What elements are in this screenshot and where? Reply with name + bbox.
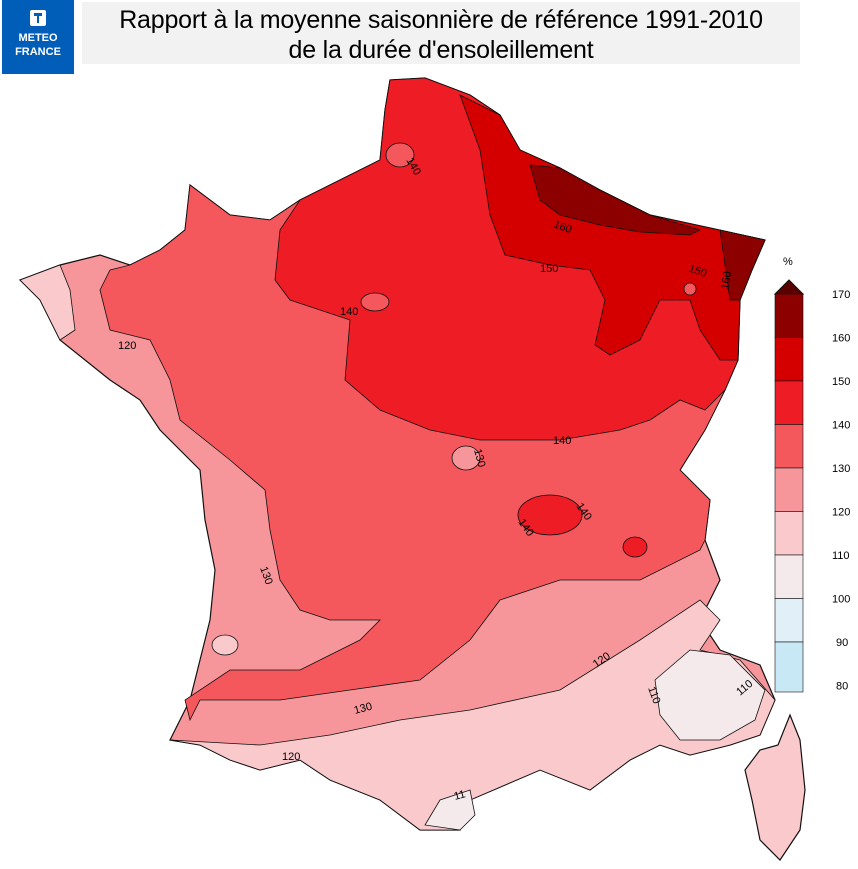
zone-110-120-brittany bbox=[19, 264, 76, 341]
contour-label-150: 150 bbox=[540, 263, 558, 275]
corsica bbox=[744, 713, 806, 861]
legend-band-80-90 bbox=[774, 641, 804, 693]
title-line-2: de la durée d'ensoleillement bbox=[288, 36, 594, 64]
contour-label-120-west: 120 bbox=[118, 340, 136, 352]
contour-label-140-center: 140 bbox=[553, 435, 571, 447]
meteo-france-logo: METEO FRANCE bbox=[2, 0, 74, 74]
zone-110-120-south bbox=[169, 599, 776, 831]
zone-100-110-se bbox=[654, 649, 766, 741]
zone-150-160-blob-east bbox=[683, 282, 697, 296]
legend-tick-110: 110 bbox=[832, 550, 850, 562]
legend-tick-120: 120 bbox=[832, 507, 850, 519]
zone-110-120-blob-sw bbox=[211, 634, 239, 656]
zone-140-150-blob-east bbox=[622, 536, 648, 558]
contour-label-11-south: 11 bbox=[453, 788, 467, 803]
title-line-1: Rapport à la moyenne saisonnière de réfé… bbox=[119, 6, 763, 34]
legend-tick-170: 170 bbox=[832, 289, 850, 301]
contour-label-160-east: 160 bbox=[719, 270, 734, 290]
legend-tick-150: 150 bbox=[832, 376, 850, 388]
legend-band-140-150 bbox=[774, 380, 804, 425]
legend-band-90-100 bbox=[774, 598, 804, 643]
legend-tick-90: 90 bbox=[836, 637, 848, 649]
color-legend: % 170 160 150 140 130 120 110 100 90 80 bbox=[773, 256, 850, 693]
legend-band-100-110 bbox=[774, 554, 804, 599]
legend-band-110-120 bbox=[774, 511, 804, 556]
contour-label-150-east: 150 bbox=[687, 263, 708, 281]
legend-band-160-170 bbox=[774, 293, 804, 338]
logo-emblem-icon bbox=[30, 10, 46, 26]
legend-unit: % bbox=[783, 256, 793, 268]
contour-label-160: 160 bbox=[552, 219, 573, 237]
zone-140-150-blob-center bbox=[517, 494, 583, 536]
legend-tick-100: 100 bbox=[832, 594, 850, 606]
legend-band-130-140 bbox=[774, 424, 804, 469]
zone-130-140-blob-north bbox=[360, 292, 390, 312]
map-title: Rapport à la moyenne saisonnière de réfé… bbox=[82, 2, 800, 64]
legend-band-120-130 bbox=[774, 467, 804, 512]
zone-130-140-blob-coast bbox=[385, 142, 415, 168]
legend-tick-160: 160 bbox=[832, 333, 850, 345]
logo-text-france: FRANCE bbox=[15, 46, 61, 58]
logo-text-meteo: METEO bbox=[18, 32, 58, 44]
contour-label-130-west: 130 bbox=[257, 565, 275, 586]
legend-tick-80: 80 bbox=[836, 681, 848, 693]
legend-arrow-top bbox=[773, 279, 805, 295]
contour-label-120-south: 120 bbox=[282, 751, 300, 763]
legend-tick-140: 140 bbox=[832, 420, 850, 432]
contour-label-140-nw: 140 bbox=[340, 306, 358, 318]
contour-label-130-south: 130 bbox=[353, 701, 374, 717]
zone-120-130-blob-center bbox=[451, 445, 481, 471]
zone-160-170-north bbox=[529, 164, 702, 236]
legend-tick-130: 130 bbox=[832, 463, 850, 475]
legend-band-150-160 bbox=[774, 337, 804, 382]
zone-160-170-ne bbox=[719, 229, 766, 301]
zone-100-110-s bbox=[424, 789, 476, 831]
contour-label-110-se: 110 bbox=[645, 685, 662, 706]
contour-label-130-center: 130 bbox=[471, 448, 487, 469]
